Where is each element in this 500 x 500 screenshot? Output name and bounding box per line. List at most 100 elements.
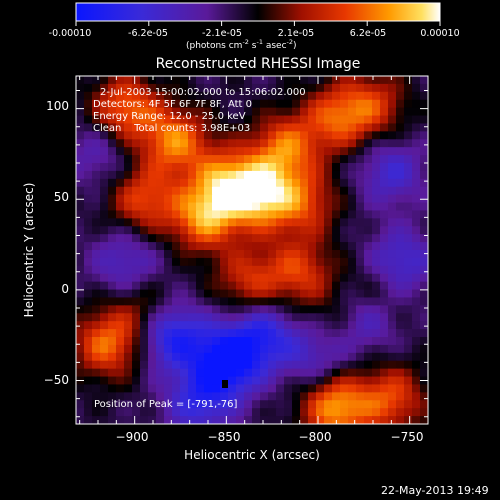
colorbar-ticks (75, 21, 441, 26)
heatmap-cell (244, 76, 253, 85)
heatmap-cell (116, 242, 125, 251)
heatmap-cell (412, 368, 421, 378)
heatmap-cell (404, 123, 413, 132)
heatmap-cell (124, 337, 133, 346)
heatmap-cell (412, 416, 421, 424)
heatmap-cell (236, 234, 245, 243)
heatmap-cell (164, 305, 173, 314)
heatmap-cell (284, 384, 293, 393)
heatmap-cell (188, 139, 197, 148)
heatmap-cell (340, 83, 349, 93)
heatmap-cell (372, 257, 381, 267)
heatmap-cell (84, 392, 93, 401)
heatmap-cell (140, 329, 149, 338)
heatmap-cell (340, 147, 349, 156)
annotation-detectors: Detectors: 4F 5F 6F 7F 8F, Att 0 (93, 99, 252, 110)
heatmap-cell (156, 352, 165, 362)
heatmap-cell (372, 384, 381, 393)
heatmap-cell (268, 242, 277, 251)
heatmap-cell (212, 76, 221, 85)
heatmap-cell (204, 83, 213, 93)
footer-timestamp: 22-May-2013 19:49 (381, 484, 489, 497)
heatmap-cell (124, 416, 133, 424)
heatmap-cell (268, 83, 277, 93)
heatmap-cell (212, 218, 221, 227)
heatmap-cell (284, 186, 293, 196)
heatmap-cell (260, 76, 269, 85)
heatmap-cell (180, 305, 189, 314)
heatmap-cell (132, 147, 141, 156)
heatmap-cell (356, 170, 365, 180)
heatmap-cell (188, 234, 197, 243)
heatmap-cell (196, 76, 205, 85)
heatmap-cell (356, 273, 365, 283)
heatmap-cell (348, 210, 357, 219)
y-tick-label: 0 (61, 282, 69, 296)
heatmap-cell (412, 202, 421, 212)
heatmap-cell (324, 329, 333, 338)
heatmap-cell (164, 76, 173, 85)
heatmap-cell (116, 344, 125, 354)
heatmap-cell (412, 352, 421, 362)
heatmap-cell (268, 337, 277, 346)
heatmap-cell (276, 408, 285, 417)
heatmap-cell (92, 376, 101, 386)
heatmap-cell (220, 313, 229, 322)
heatmap-cell (124, 360, 133, 370)
heatmap-cell (340, 170, 349, 180)
heatmap-cell (348, 139, 357, 148)
heatmap-cell (228, 155, 237, 164)
heatmap-cell (196, 155, 205, 164)
heatmap-cell (292, 107, 301, 117)
heatmap-cell (116, 186, 125, 196)
heatmap-cell (212, 99, 221, 109)
heatmap-cell (332, 250, 341, 259)
heatmap-cell (84, 297, 93, 306)
heatmap-cell (396, 186, 405, 196)
heatmap-cell (100, 344, 109, 354)
heatmap-cell (108, 123, 117, 132)
heatmap-cell (196, 163, 205, 172)
heatmap-cell (116, 107, 125, 117)
heatmap-cell (220, 234, 229, 243)
heatmap-cell (348, 360, 357, 370)
heatmap-cell (124, 297, 133, 306)
heatmap-cell (92, 83, 101, 93)
heatmap-cell (156, 416, 165, 424)
heatmap-cell (276, 250, 285, 259)
heatmap-cell (116, 400, 125, 409)
heatmap-cell (372, 170, 381, 180)
heatmap-cell (148, 265, 157, 275)
heatmap-cell (212, 186, 221, 196)
heatmap-cell (356, 163, 365, 172)
heatmap-cell (148, 210, 157, 219)
heatmap-cell (356, 83, 365, 93)
heatmap-cell (108, 257, 117, 267)
heatmap-cell (388, 218, 397, 227)
heatmap-cell (276, 329, 285, 338)
heatmap-cell (172, 408, 181, 417)
heatmap-cell (244, 337, 253, 346)
heatmap-cell (84, 163, 93, 172)
heatmap-cell (380, 115, 389, 125)
heatmap-cell (372, 344, 381, 354)
heatmap-cell (148, 226, 157, 235)
heatmap-cell (148, 408, 157, 417)
heatmap-cell (84, 329, 93, 338)
heatmap-cell (132, 226, 141, 235)
heatmap-cell (116, 273, 125, 283)
heatmap-cell (244, 147, 253, 156)
heatmap-cell (324, 194, 333, 204)
heatmap-cell (388, 337, 397, 346)
heatmap-cell (212, 352, 221, 362)
heatmap-cell (388, 242, 397, 251)
heatmap-cell (108, 408, 117, 417)
annotation-time-range: 2-Jul-2003 15:00:02.000 to 15:06:02.000 (100, 87, 306, 98)
heatmap-cell (172, 178, 181, 188)
heatmap-cell (284, 170, 293, 180)
heatmap-cell (180, 329, 189, 338)
heatmap-cell (316, 99, 325, 109)
heatmap-cell (236, 368, 245, 378)
heatmap-cell (116, 163, 125, 172)
heatmap-cell (156, 76, 165, 85)
